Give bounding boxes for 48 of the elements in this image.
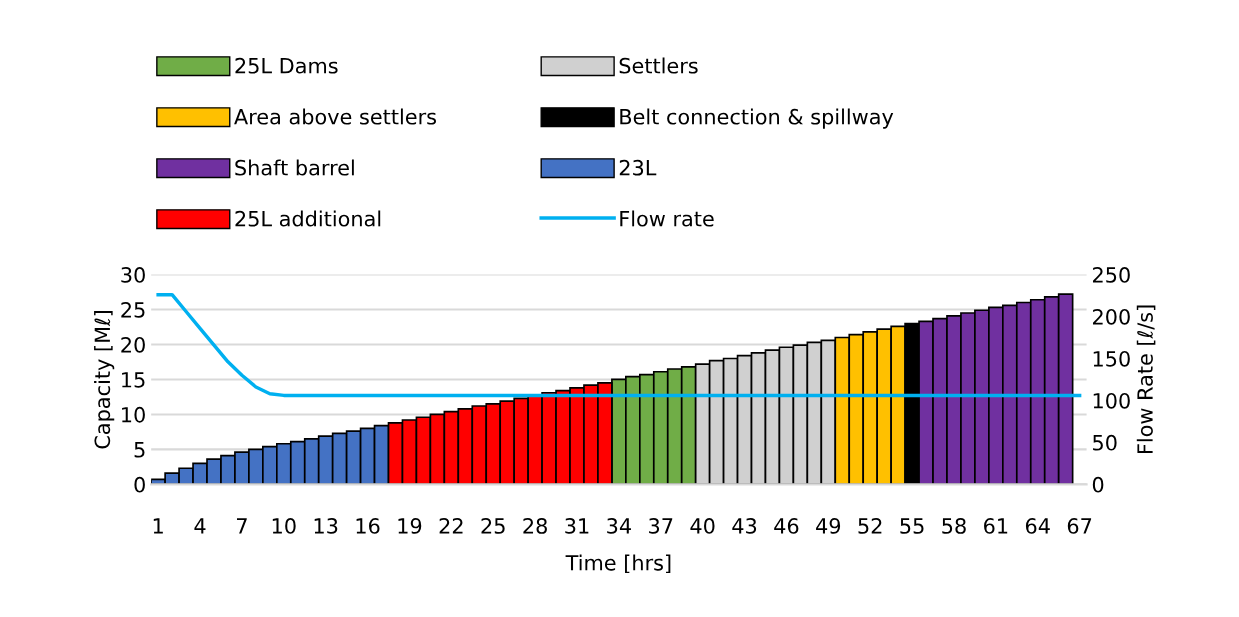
x-tick-label: 67 xyxy=(1067,518,1092,534)
y2-tick-label: 200 xyxy=(1092,308,1130,325)
legend-label: 25L additional xyxy=(235,210,381,227)
x-tick-label: 61 xyxy=(984,518,1008,534)
y-tick-label: 30 xyxy=(121,267,145,283)
y-tick-label: 25 xyxy=(121,301,145,318)
legend-label: Belt connection & spillway xyxy=(620,108,894,129)
x-tick-label: 10 xyxy=(272,518,296,534)
x-tick-label: 40 xyxy=(690,518,715,534)
x-tick-label: 25 xyxy=(481,518,505,534)
x-tick-label: 46 xyxy=(774,518,799,534)
x-tick-label: 58 xyxy=(942,518,966,534)
legend-label: 23L xyxy=(619,159,657,176)
x-tick-label: 13 xyxy=(314,518,338,534)
x-tick-label: 31 xyxy=(565,518,589,534)
legend-label: Flow rate xyxy=(620,210,714,227)
y2-tick-label: 50 xyxy=(1093,434,1117,451)
y2-tick-label: 250 xyxy=(1092,267,1130,283)
x-tick-label: 28 xyxy=(523,518,547,534)
x-tick-label: 55 xyxy=(900,518,924,534)
x-tick-label: 49 xyxy=(816,518,841,534)
x-tick-label: 4 xyxy=(194,518,206,534)
y-axis-title: Capacity [Mℓ] xyxy=(94,311,115,449)
x-tick-label: 52 xyxy=(858,518,882,534)
x-tick-label: 37 xyxy=(649,518,673,534)
x-axis-title: Time [hrs] xyxy=(565,554,671,574)
y2-axis-title: Flow Rate [ℓ/s] xyxy=(1136,305,1156,454)
legend-label: Settlers xyxy=(619,57,698,74)
x-tick-label: 7 xyxy=(236,518,247,534)
y2-tick-label: 0 xyxy=(1092,476,1104,493)
y-tick-label: 20 xyxy=(121,336,145,353)
line-series xyxy=(156,292,1082,398)
y-tick-label: 5 xyxy=(134,442,145,458)
legend-label: 25L Dams xyxy=(235,57,338,74)
y2-tick-label: 150 xyxy=(1093,350,1130,367)
x-tick-label: 43 xyxy=(732,518,757,534)
x-tick-label: 34 xyxy=(607,518,631,534)
legend-label: Shaft barrel xyxy=(235,159,354,176)
x-tick-label: 1 xyxy=(153,518,163,534)
y-tick-label: 10 xyxy=(122,406,145,423)
x-tick-label: 64 xyxy=(1025,518,1050,534)
y-tick-label: 0 xyxy=(134,476,145,493)
legend-label: Area above settlers xyxy=(234,108,437,125)
x-tick-label: 22 xyxy=(439,518,463,534)
y-tick-label: 15 xyxy=(122,372,145,388)
y2-tick-label: 100 xyxy=(1093,392,1130,409)
x-tick-label: 19 xyxy=(398,518,422,534)
x-tick-label: 16 xyxy=(356,518,380,534)
